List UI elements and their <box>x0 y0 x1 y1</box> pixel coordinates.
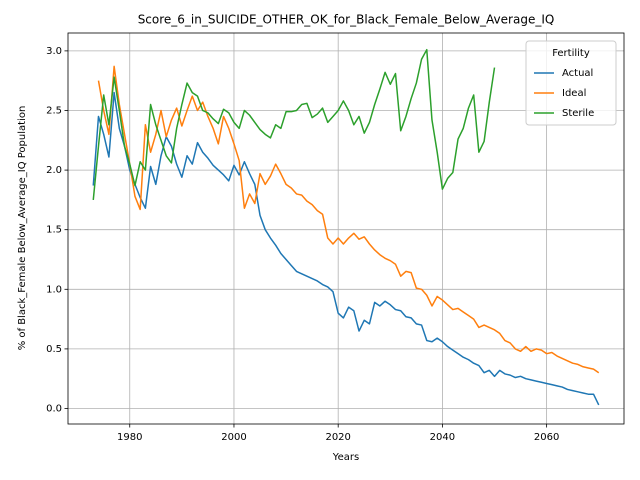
series-line <box>92 48 496 200</box>
x-tick-label: 2040 <box>430 432 455 443</box>
y-axis-label: % of Black_Female Below_Average_IQ Popul… <box>17 106 28 351</box>
legend-title: Fertility <box>552 48 590 59</box>
y-tick-label: 0.5 <box>46 344 62 355</box>
x-tick-label: 2020 <box>325 432 350 443</box>
y-tick-label: 3.0 <box>46 46 62 57</box>
plot-frame <box>67 32 625 425</box>
series-line <box>92 91 600 406</box>
chart-title: Score_6_in_SUICIDE_OTHER_OK_for_Black_Fe… <box>138 13 555 27</box>
x-tick-label: 1980 <box>117 432 142 443</box>
x-tick-label: 2060 <box>534 432 559 443</box>
legend-label: Sterile <box>562 108 594 119</box>
x-tick-label: 2000 <box>221 432 246 443</box>
y-tick-label: 2.0 <box>46 165 62 176</box>
legend-box <box>525 40 617 126</box>
y-tick-label: 0.0 <box>46 404 62 415</box>
legend-label: Ideal <box>562 88 586 99</box>
legend-label: Actual <box>562 68 593 79</box>
x-axis-label: Years <box>332 452 359 463</box>
y-tick-label: 1.5 <box>46 225 62 236</box>
y-tick-label: 1.0 <box>46 284 62 295</box>
y-tick-label: 2.5 <box>46 105 62 116</box>
legend: Fertility Actual Ideal Sterile <box>525 40 617 126</box>
series-line <box>97 65 600 374</box>
